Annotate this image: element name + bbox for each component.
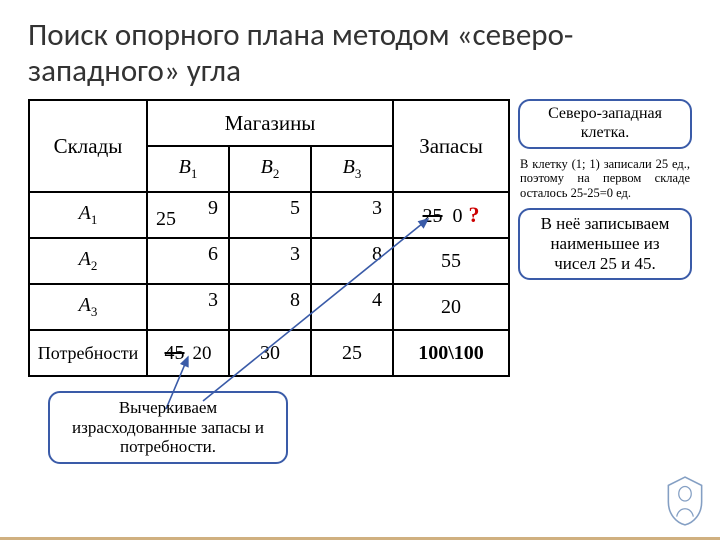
alloc-a1-b1: 25	[156, 208, 176, 231]
cell-a1-b2: 5	[229, 192, 311, 238]
hdr-demands: Потребности	[29, 330, 147, 376]
cell-a2-b1: 6	[147, 238, 229, 284]
supply-a3: 20	[393, 284, 509, 330]
logo-icon	[664, 475, 706, 527]
hdr-shops: Магазины	[147, 100, 393, 146]
qmark-icon: ?	[469, 202, 480, 227]
cell-a2-b3: 8	[311, 238, 393, 284]
cell-a1-b3: 3	[311, 192, 393, 238]
row-a3: A3	[29, 284, 147, 330]
cell-a3-b2: 8	[229, 284, 311, 330]
cell-a3-b1: 3	[147, 284, 229, 330]
slide-title: Поиск опорного плана методом «северо-зап…	[28, 18, 692, 89]
note-text: В клетку (1; 1) записали 25 ед., поэтому…	[520, 157, 690, 200]
row-a1: A1	[29, 192, 147, 238]
cell-a3-b3: 4	[311, 284, 393, 330]
col-b1: B1	[147, 146, 229, 192]
demand-b3: 25	[311, 330, 393, 376]
callout-cross-out: Вычеркиваем израсходованные запасы и пот…	[48, 391, 288, 464]
total: 100\100	[393, 330, 509, 376]
cost-a1-b1: 9	[208, 197, 218, 220]
demand-b1: 45 20	[147, 330, 229, 376]
col-b3: B3	[311, 146, 393, 192]
demand-b2: 30	[229, 330, 311, 376]
cell-a1-b1: 25 9	[147, 192, 229, 238]
transport-table: Склады Магазины Запасы B1 B2 B3 A1 25 9 …	[28, 99, 510, 377]
hdr-corner: Склады	[29, 100, 147, 192]
row-a2: A2	[29, 238, 147, 284]
supply-a2: 55	[393, 238, 509, 284]
callout-write-min: В неё записываем наименьшее из чисел 25 …	[518, 208, 692, 280]
cell-a2-b2: 3	[229, 238, 311, 284]
supply-a1: 25 0 ?	[393, 192, 509, 238]
hdr-supplies: Запасы	[393, 100, 509, 192]
col-b2: B2	[229, 146, 311, 192]
callout-nw-cell: Северо-западная клетка.	[518, 99, 692, 149]
